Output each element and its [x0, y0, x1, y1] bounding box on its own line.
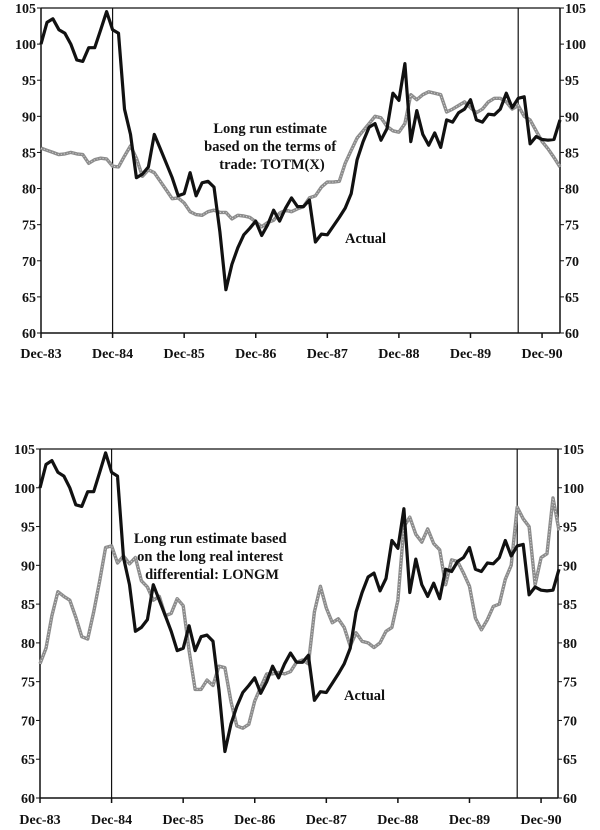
estimate-annotation-line: Long run estimate based [134, 531, 287, 547]
estimate-series-line [38, 496, 561, 730]
y-tick-label-right: 75 [565, 219, 579, 234]
plot-layer: 60 60 65 65 70 70 75 75 80 80 85 85 90 90 95 95 100 100 10… [14, 443, 584, 828]
estimate-annotation: Long run estimate based on the long real… [134, 531, 290, 583]
x-tick-label: Dec-90 [520, 813, 561, 828]
y-tick-label-right: 85 [563, 598, 577, 613]
y-tick-label-left: 70 [22, 255, 36, 270]
estimate-annotation-line: on the long real interest [137, 549, 283, 565]
x-tick-label: Dec-84 [91, 813, 132, 828]
y-tick-label-left: 60 [22, 327, 36, 342]
actual-annotation: Actual [345, 231, 386, 247]
y-tick-label-left: 70 [21, 714, 35, 729]
y-tick-label-right: 90 [563, 559, 577, 574]
x-tick-label: Dec-88 [378, 347, 419, 362]
chart-totm: 60 60 65 65 70 70 75 75 80 80 85 85 90 90 95 95 100 100 10… [15, 2, 586, 362]
y-tick-label-right: 85 [565, 146, 579, 161]
y-tick-label-right: 80 [565, 183, 579, 198]
y-tick-label-right: 65 [565, 291, 579, 306]
y-tick-label-left: 65 [21, 753, 35, 768]
y-tick-label-right: 60 [563, 792, 577, 807]
x-tick-label: Dec-83 [20, 347, 61, 362]
y-tick-label-left: 90 [22, 110, 36, 125]
x-tick-label: Dec-86 [235, 347, 276, 362]
estimate-annotation-line: differential: LONGM [145, 567, 279, 583]
x-tick-label: Dec-85 [164, 347, 205, 362]
y-tick-label-right: 70 [563, 714, 577, 729]
y-tick-label-left: 85 [22, 146, 36, 161]
y-tick-label-left: 65 [22, 291, 36, 306]
y-tick-label-right: 100 [565, 38, 586, 53]
actual-annotation: Actual [344, 688, 385, 704]
y-tick-label-right: 100 [563, 482, 584, 497]
y-tick-label-right: 95 [565, 74, 579, 89]
y-tick-label-left: 80 [22, 183, 36, 198]
y-tick-label-right: 60 [565, 327, 579, 342]
y-tick-label-left: 100 [15, 38, 36, 53]
y-tick-label-left: 105 [15, 2, 36, 17]
y-tick-label-left: 60 [21, 792, 35, 807]
y-tick-label-left: 75 [22, 219, 36, 234]
y-tick-label-left: 90 [21, 559, 35, 574]
estimate-annotation-line: trade: TOTM(X) [219, 157, 325, 173]
y-tick-label-left: 105 [14, 443, 35, 458]
y-tick-label-left: 85 [21, 598, 35, 613]
x-tick-label: Dec-84 [92, 347, 133, 362]
x-tick-label: Dec-88 [377, 813, 418, 828]
x-tick-label: Dec-83 [19, 813, 60, 828]
estimate-annotation-line: Long run estimate [213, 121, 327, 137]
actual-series-line [39, 10, 562, 292]
estimate-annotation: Long run estimate based on the terms of … [204, 121, 340, 173]
y-tick-label-left: 95 [22, 74, 36, 89]
y-tick-label-right: 80 [563, 637, 577, 652]
estimate-annotation-line: based on the terms of [204, 139, 336, 155]
plot-layer: 60 60 65 65 70 70 75 75 80 80 85 85 90 90 95 95 100 100 10… [15, 2, 586, 362]
y-tick-label-right: 75 [563, 676, 577, 691]
y-tick-label-left: 95 [21, 521, 35, 536]
x-tick-label: Dec-87 [307, 347, 348, 362]
y-tick-label-right: 105 [563, 443, 584, 458]
x-tick-label: Dec-89 [449, 813, 490, 828]
x-tick-label: Dec-85 [163, 813, 204, 828]
y-tick-label-left: 100 [14, 482, 35, 497]
x-tick-label: Dec-90 [521, 347, 562, 362]
estimate-series-texture [39, 497, 560, 729]
x-tick-label: Dec-86 [234, 813, 275, 828]
y-tick-label-right: 90 [565, 110, 579, 125]
chart-longm: 60 60 65 65 70 70 75 75 80 80 85 85 90 90 95 95 100 100 10… [14, 443, 584, 828]
y-tick-label-right: 65 [563, 753, 577, 768]
y-tick-label-right: 70 [565, 255, 579, 270]
y-tick-label-right: 95 [563, 521, 577, 536]
actual-series-line [38, 451, 561, 754]
x-tick-label: Dec-87 [306, 813, 347, 828]
x-tick-label: Dec-89 [450, 347, 491, 362]
y-tick-label-right: 105 [565, 2, 586, 17]
y-tick-label-left: 80 [21, 637, 35, 652]
y-tick-label-left: 75 [21, 676, 35, 691]
